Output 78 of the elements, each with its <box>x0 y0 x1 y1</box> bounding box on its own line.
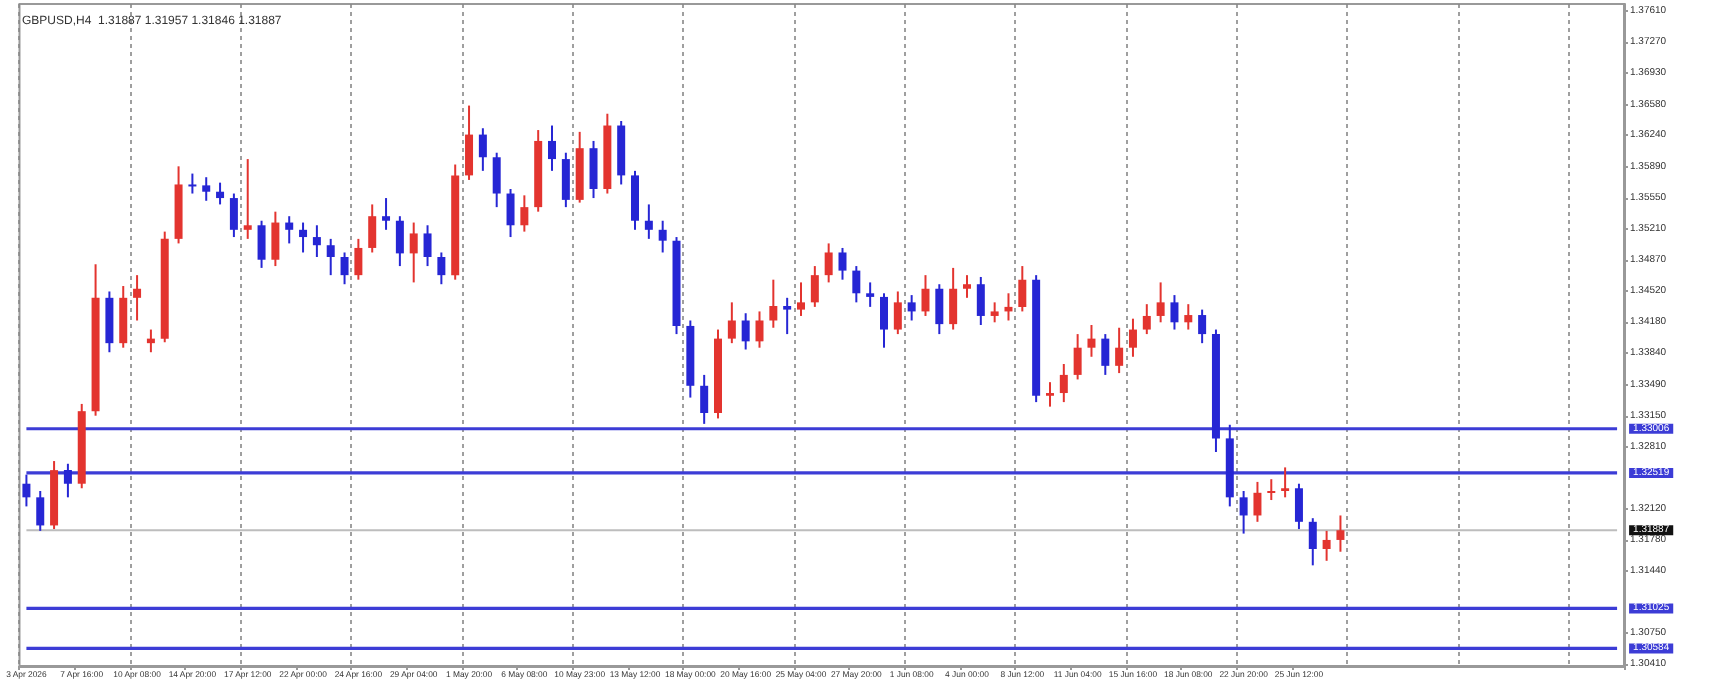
candlestick <box>243 158 252 240</box>
candlestick <box>1018 265 1027 313</box>
candlestick <box>188 172 197 195</box>
candlestick <box>783 296 792 336</box>
candlestick <box>1281 466 1290 499</box>
candlestick <box>921 274 930 317</box>
candlestick <box>465 104 474 181</box>
candlestick <box>1267 478 1276 502</box>
candlestick <box>1294 482 1303 531</box>
candlestick <box>202 176 211 202</box>
candlestick <box>589 139 598 200</box>
candlestick <box>1087 324 1096 358</box>
candlestick <box>409 221 418 284</box>
candlestick <box>105 290 114 354</box>
candlestick <box>658 219 667 254</box>
candlestick <box>1073 333 1082 381</box>
candlestick <box>700 373 709 425</box>
candlestick <box>1170 294 1179 331</box>
candlestick <box>990 301 999 324</box>
candlestick <box>727 301 736 345</box>
candlestick <box>478 127 487 172</box>
candlestick <box>1156 281 1165 324</box>
candlestick <box>1128 317 1137 358</box>
candlestick <box>229 192 238 239</box>
candlestick <box>437 251 446 286</box>
candlestick <box>1322 529 1331 562</box>
candlestick <box>22 473 31 508</box>
candlestick <box>520 194 529 233</box>
candlestick <box>976 275 985 327</box>
candlestick <box>1101 333 1110 376</box>
candlestick <box>893 290 902 336</box>
candlestick <box>506 188 515 239</box>
candlestick <box>962 274 971 299</box>
candlestick <box>133 274 142 322</box>
candlestick <box>423 224 432 268</box>
candlestick <box>382 197 391 231</box>
candlestick <box>755 310 764 349</box>
candlestick <box>797 281 805 317</box>
candlestick <box>644 203 653 240</box>
candlestick <box>769 278 778 329</box>
candlestick <box>548 124 557 172</box>
candlestick <box>257 219 266 269</box>
candlestick <box>949 266 958 331</box>
candlestick <box>1184 303 1193 331</box>
candlestick <box>561 151 570 209</box>
candlestick <box>866 281 875 308</box>
candlestick <box>312 224 321 259</box>
candlestick <box>395 215 404 268</box>
candlestick <box>907 294 916 322</box>
candlestick <box>340 251 349 286</box>
candlestick <box>1142 303 1151 336</box>
candlestick <box>1045 381 1054 408</box>
candlestick <box>216 181 225 206</box>
candlestick <box>326 237 335 277</box>
candlestick <box>119 285 128 349</box>
candlestick <box>36 489 45 532</box>
candlestick <box>935 283 944 336</box>
candlestick <box>354 237 363 281</box>
candlestick <box>838 246 847 281</box>
candlestick <box>741 312 750 351</box>
candlestick <box>1253 480 1262 523</box>
candlestick <box>285 215 294 245</box>
candlestick <box>1239 489 1248 535</box>
candlestick <box>631 169 640 231</box>
candlestick <box>1336 514 1345 553</box>
candlestick <box>1115 326 1124 375</box>
candlestick <box>852 265 861 304</box>
candlestick <box>824 242 833 284</box>
candlestick <box>1198 308 1207 345</box>
candlestick <box>1308 517 1317 567</box>
candlestick <box>492 151 501 209</box>
candlestick <box>810 265 819 308</box>
candlestick <box>368 203 377 254</box>
candlestick <box>299 221 308 254</box>
candlestick <box>63 462 72 499</box>
candlestick <box>1059 363 1068 404</box>
candlestick <box>879 292 888 349</box>
candlestick <box>271 210 280 268</box>
